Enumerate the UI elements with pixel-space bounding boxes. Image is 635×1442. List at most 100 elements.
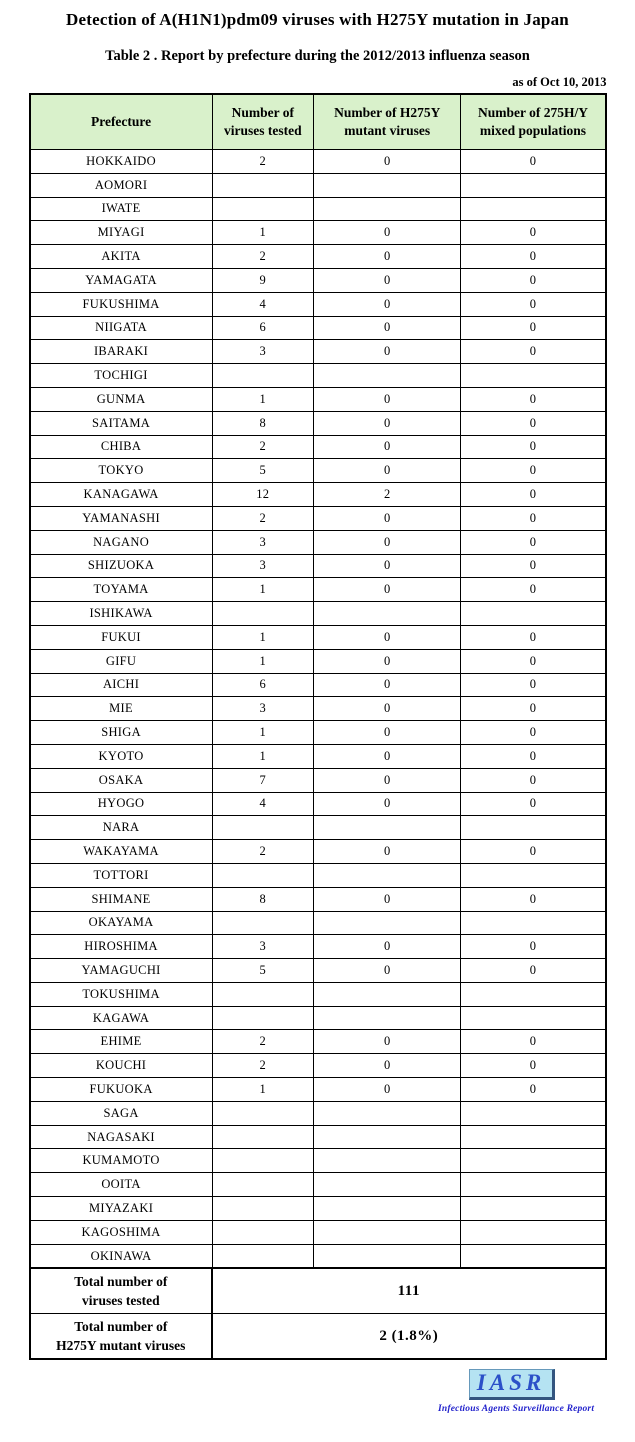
header-h275y-mutant: Number of H275Y mutant viruses bbox=[312, 93, 462, 150]
tested-cell: 1 bbox=[211, 577, 314, 603]
table-row: HOKKAIDO 2 0 0 bbox=[29, 149, 606, 174]
mutant-cell bbox=[312, 172, 462, 198]
tested-cell bbox=[211, 1172, 314, 1198]
mixed-cell: 0 bbox=[460, 1053, 606, 1079]
total-viruses-tested-label: Total number of viruses tested bbox=[29, 1267, 214, 1315]
mixed-cell: 0 bbox=[460, 315, 606, 341]
tested-cell: 8 bbox=[211, 886, 314, 912]
mutant-cell: 0 bbox=[312, 339, 462, 365]
mixed-cell bbox=[460, 910, 606, 936]
tested-cell: 2 bbox=[211, 244, 314, 269]
mutant-cell: 0 bbox=[312, 648, 462, 674]
table-row: GUNMA 1 0 0 bbox=[29, 386, 606, 412]
prefecture-name-cell: AICHI bbox=[29, 672, 213, 698]
tested-cell: 3 bbox=[211, 529, 314, 555]
table-body: HOKKAIDO 2 0 0 AOMORI IWATE MIYAGI 1 0 0 AKITA 2 0 0 Y… bbox=[29, 149, 606, 1269]
mutant-cell: 0 bbox=[312, 434, 462, 460]
mixed-cell: 0 bbox=[460, 410, 606, 436]
table-row: SAGA bbox=[29, 1100, 606, 1126]
iasr-logo-area: IASR Infectious Agents Surveillance Repo… bbox=[0, 1369, 635, 1414]
tested-cell: 8 bbox=[211, 410, 314, 436]
mutant-cell: 0 bbox=[312, 410, 462, 436]
total-mutant-viruses-value: 2 (1.8%) bbox=[211, 1313, 607, 1360]
mixed-cell: 0 bbox=[460, 482, 606, 507]
tested-cell bbox=[211, 1243, 314, 1269]
prefecture-name-cell: SAITAMA bbox=[29, 410, 213, 436]
table-row: WAKAYAMA 2 0 0 bbox=[29, 839, 606, 864]
total-label-line: Total number of bbox=[74, 1318, 168, 1334]
prefecture-name-cell: CHIBA bbox=[29, 434, 213, 460]
mixed-cell bbox=[460, 196, 606, 222]
tested-cell: 6 bbox=[211, 315, 314, 341]
prefecture-name-cell: KAGOSHIMA bbox=[29, 1219, 213, 1245]
mutant-cell: 0 bbox=[312, 220, 462, 246]
mutant-cell: 0 bbox=[312, 839, 462, 864]
mixed-cell bbox=[460, 601, 606, 626]
mutant-cell bbox=[312, 981, 462, 1007]
mixed-cell bbox=[460, 1148, 606, 1174]
prefecture-name-cell: NAGASAKI bbox=[29, 1124, 213, 1150]
mixed-cell: 0 bbox=[460, 149, 606, 174]
mixed-cell: 0 bbox=[460, 1029, 606, 1055]
mutant-cell: 0 bbox=[312, 1077, 462, 1102]
prefecture-name-cell: NIIGATA bbox=[29, 315, 213, 341]
mixed-cell: 0 bbox=[460, 720, 606, 745]
mutant-cell: 0 bbox=[312, 244, 462, 269]
mutant-cell: 0 bbox=[312, 672, 462, 698]
mutant-cell: 0 bbox=[312, 529, 462, 555]
table-row: FUKUSHIMA 4 0 0 bbox=[29, 291, 606, 317]
table-row: AOMORI bbox=[29, 172, 606, 198]
prefecture-name-cell: FUKUSHIMA bbox=[29, 291, 213, 317]
mutant-cell: 0 bbox=[312, 720, 462, 745]
table-caption: Table 2 . Report by prefecture during th… bbox=[105, 48, 530, 64]
prefecture-name-cell: IWATE bbox=[29, 196, 213, 222]
tested-cell: 9 bbox=[211, 267, 314, 293]
table-row: KYOTO 1 0 0 bbox=[29, 743, 606, 769]
prefecture-name-cell: OKAYAMA bbox=[29, 910, 213, 936]
tested-cell: 1 bbox=[211, 720, 314, 745]
mixed-cell bbox=[460, 1243, 606, 1269]
prefecture-name-cell: FUKUI bbox=[29, 624, 213, 650]
table-row: NARA bbox=[29, 815, 606, 841]
table-row: YAMAGUCHI 5 0 0 bbox=[29, 958, 606, 983]
table-row: GIFU 1 0 0 bbox=[29, 648, 606, 674]
prefecture-name-cell: NAGANO bbox=[29, 529, 213, 555]
tested-cell: 2 bbox=[211, 149, 314, 174]
mixed-cell bbox=[460, 862, 606, 888]
tested-cell bbox=[211, 1005, 314, 1031]
tested-cell: 3 bbox=[211, 696, 314, 722]
mixed-cell: 0 bbox=[460, 791, 606, 817]
tested-cell bbox=[211, 815, 314, 841]
mixed-cell: 0 bbox=[460, 839, 606, 864]
table-row: AICHI 6 0 0 bbox=[29, 672, 606, 698]
prefecture-name-cell: KYOTO bbox=[29, 743, 213, 769]
mixed-cell: 0 bbox=[460, 958, 606, 983]
mixed-cell bbox=[460, 172, 606, 198]
tested-cell bbox=[211, 1219, 314, 1245]
mixed-cell: 0 bbox=[460, 434, 606, 460]
tested-cell bbox=[211, 196, 314, 222]
header-mixed-populations: Number of 275H/Y mixed populations bbox=[460, 93, 606, 150]
mixed-cell bbox=[460, 815, 606, 841]
mutant-cell: 0 bbox=[312, 291, 462, 317]
tested-cell: 1 bbox=[211, 1077, 314, 1102]
tested-cell: 1 bbox=[211, 743, 314, 769]
mixed-cell bbox=[460, 1005, 606, 1031]
mutant-cell bbox=[312, 862, 462, 888]
mixed-cell: 0 bbox=[460, 577, 606, 603]
mutant-cell: 0 bbox=[312, 315, 462, 341]
table-row: AKITA 2 0 0 bbox=[29, 244, 606, 269]
table-row: OOITA bbox=[29, 1172, 606, 1198]
as-of-date: as of Oct 10, 2013 bbox=[512, 75, 607, 89]
tested-cell: 1 bbox=[211, 386, 314, 412]
prefecture-name-cell: HYOGO bbox=[29, 791, 213, 817]
mixed-cell bbox=[460, 1124, 606, 1150]
prefecture-name-cell: TOCHIGI bbox=[29, 363, 213, 388]
mutant-cell: 0 bbox=[312, 934, 462, 960]
mutant-cell bbox=[312, 910, 462, 936]
prefecture-table: Prefecture Number of viruses tested Numb… bbox=[28, 93, 607, 1361]
prefecture-name-cell: OOITA bbox=[29, 1172, 213, 1198]
prefecture-name-cell: GIFU bbox=[29, 648, 213, 674]
prefecture-name-cell: WAKAYAMA bbox=[29, 839, 213, 864]
mutant-cell bbox=[312, 815, 462, 841]
